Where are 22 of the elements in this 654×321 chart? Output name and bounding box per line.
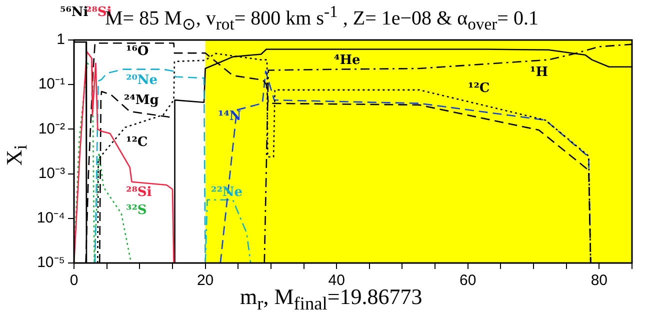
series-label: ⁵⁶Ni — [60, 5, 88, 20]
y-tick-label: 10⁻³ — [38, 164, 65, 182]
x-tick-label: 20 — [196, 272, 214, 290]
series-label: ³²S — [126, 203, 147, 218]
y-tick-label: 10⁻¹ — [38, 76, 65, 93]
y-tick-label: 10⁻⁴ — [36, 210, 65, 227]
x-tick-label: 80 — [590, 272, 608, 290]
series-label: ²⁸Si — [126, 185, 152, 200]
series-label: ⁴He — [334, 53, 360, 68]
series-label: ²²Ne — [211, 185, 243, 200]
series-label: ²⁴Mg — [124, 93, 159, 108]
series-label: ¹⁶O — [126, 44, 149, 59]
y-tick-label: 10⁻² — [38, 120, 65, 138]
series-label: ²⁰Ne — [126, 73, 158, 88]
series-label: ¹²C — [468, 81, 490, 96]
y-tick-label: 1 — [56, 31, 65, 48]
x-tick-label: 0 — [70, 272, 78, 290]
text: ¹²C — [126, 135, 148, 150]
series-label: ¹⁴N — [218, 109, 242, 124]
series-label: ¹H — [530, 65, 548, 80]
y-tick-label: 10⁻⁵ — [37, 254, 65, 272]
x-tick-label: 60 — [460, 272, 476, 290]
